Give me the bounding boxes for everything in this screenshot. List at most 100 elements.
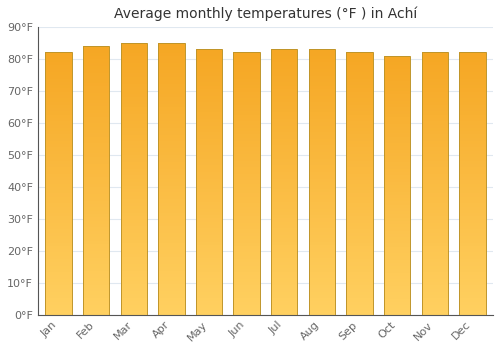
Bar (83, 221, 110, 224)
Bar (83, 133, 110, 137)
Bar (422, 144, 448, 147)
Bar (234, 82, 260, 85)
Bar (422, 174, 448, 177)
Bar (120, 291, 147, 294)
Bar (422, 190, 448, 194)
Bar (271, 102, 297, 106)
Bar (234, 105, 260, 108)
Bar (384, 166, 410, 169)
Bar (271, 49, 297, 52)
Bar (196, 255, 222, 258)
Bar (346, 305, 372, 308)
Bar (422, 206, 448, 210)
Bar (158, 131, 184, 135)
Bar (271, 298, 297, 301)
Bar (271, 89, 297, 92)
Bar (384, 244, 410, 247)
Bar (120, 87, 147, 90)
Bar (196, 119, 222, 122)
Bar (120, 148, 147, 152)
Bar (234, 72, 260, 75)
Bar (346, 216, 372, 220)
Bar (459, 223, 485, 226)
Bar (346, 111, 372, 115)
Bar (308, 198, 335, 202)
Bar (346, 141, 372, 144)
Bar (346, 249, 372, 252)
Bar (234, 203, 260, 206)
Bar (158, 260, 184, 264)
Bar (196, 59, 222, 62)
Bar (120, 250, 147, 253)
Bar (384, 218, 410, 221)
Bar (422, 256, 448, 259)
Bar (459, 82, 485, 85)
Bar (120, 60, 147, 63)
Bar (346, 243, 372, 246)
Bar (83, 140, 110, 143)
Bar (158, 206, 184, 209)
Bar (158, 63, 184, 66)
Bar (158, 165, 184, 169)
Bar (196, 96, 222, 99)
Bar (422, 230, 448, 233)
Bar (120, 165, 147, 169)
Bar (46, 308, 72, 312)
Bar (422, 275, 448, 279)
Bar (384, 111, 410, 114)
Bar (234, 236, 260, 239)
Bar (234, 98, 260, 101)
Bar (158, 291, 184, 294)
Bar (346, 174, 372, 177)
Bar (384, 188, 410, 192)
Bar (271, 198, 297, 202)
Bar (422, 259, 448, 262)
Bar (346, 121, 372, 125)
Bar (346, 138, 372, 141)
Bar (346, 230, 372, 233)
Bar (308, 308, 335, 312)
Bar (308, 209, 335, 212)
Bar (384, 182, 410, 185)
Bar (308, 252, 335, 255)
Bar (308, 69, 335, 72)
Bar (459, 69, 485, 72)
Bar (234, 52, 260, 56)
Bar (422, 210, 448, 213)
Bar (83, 241, 110, 244)
Bar (158, 247, 184, 250)
Bar (46, 180, 72, 183)
Bar (158, 284, 184, 288)
Bar (83, 305, 110, 308)
Bar (271, 245, 297, 248)
Bar (346, 69, 372, 72)
Bar (120, 172, 147, 175)
Bar (234, 275, 260, 279)
Bar (459, 180, 485, 183)
Bar (308, 132, 335, 135)
Bar (459, 72, 485, 75)
Bar (346, 282, 372, 285)
Bar (271, 215, 297, 218)
Bar (459, 298, 485, 302)
Bar (158, 277, 184, 281)
Bar (46, 138, 72, 141)
Bar (196, 235, 222, 238)
Bar (46, 256, 72, 259)
Bar (346, 259, 372, 262)
Bar (271, 229, 297, 232)
Bar (83, 73, 110, 76)
Bar (384, 88, 410, 91)
Bar (46, 269, 72, 272)
Bar (196, 169, 222, 172)
Bar (459, 144, 485, 147)
Bar (384, 240, 410, 244)
Bar (234, 138, 260, 141)
Bar (46, 226, 72, 230)
Bar (459, 105, 485, 108)
Bar (308, 245, 335, 248)
Bar (346, 236, 372, 239)
Bar (271, 265, 297, 268)
Bar (346, 128, 372, 131)
Bar (46, 275, 72, 279)
